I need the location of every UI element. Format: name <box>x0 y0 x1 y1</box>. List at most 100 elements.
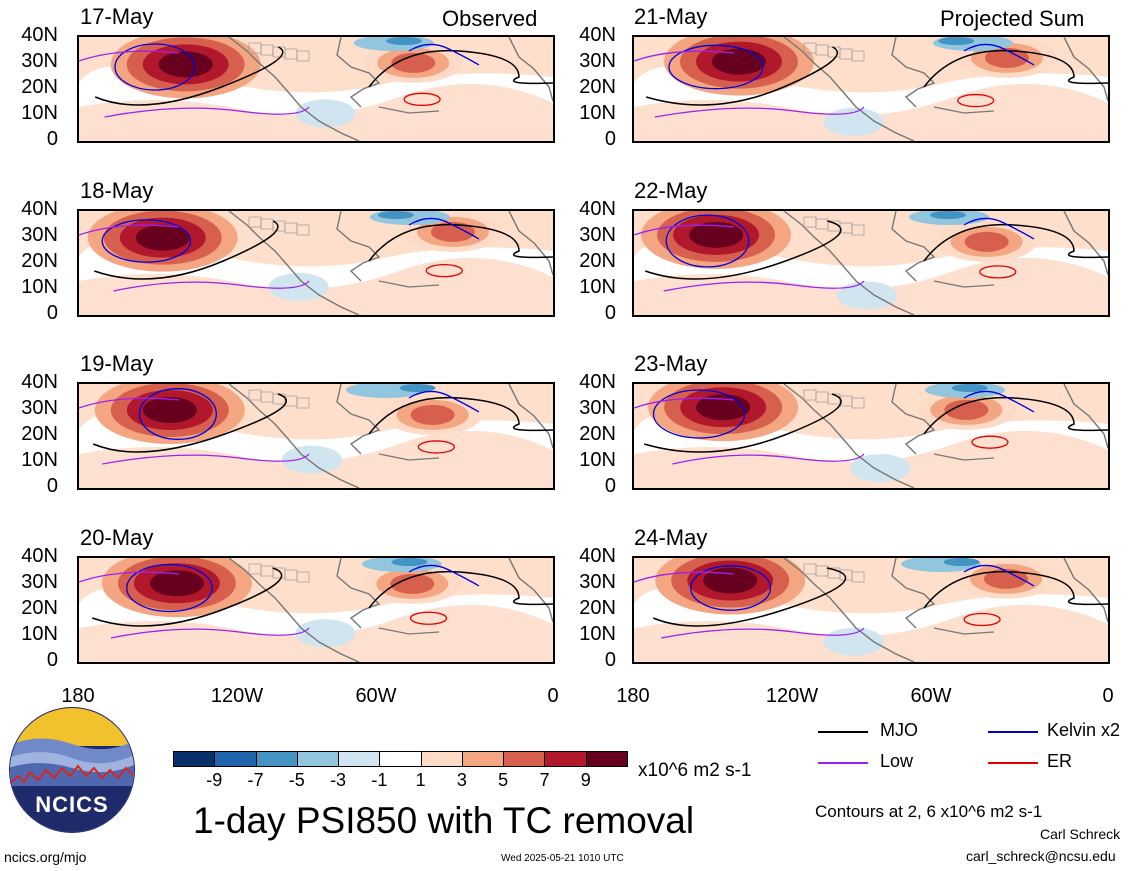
legend-line <box>818 762 868 764</box>
colorbar-label: -3 <box>330 770 347 790</box>
colorbar-swatch <box>503 751 546 767</box>
lat-label: 30N <box>579 50 616 72</box>
panel-tag: Observed <box>442 6 538 31</box>
lat-label: 30N <box>21 50 58 72</box>
map-plot <box>634 211 1108 315</box>
lat-label: 20N <box>579 597 616 619</box>
map-plot <box>79 558 553 662</box>
lat-label: 20N <box>21 250 58 272</box>
contours-note: Contours at 2, 6 x10^6 m2 s-1 <box>815 802 1043 821</box>
colorbar-swatch <box>420 751 463 767</box>
lat-label: 30N <box>579 397 616 419</box>
legend-label: Low <box>880 751 914 771</box>
logo-text: NCICS <box>35 792 109 817</box>
psi-map-20-May <box>77 556 555 664</box>
lat-label: 20N <box>579 76 616 98</box>
ncics-logo: NCICS <box>8 706 136 834</box>
logo-icon <box>9 707 135 833</box>
map-plot <box>634 558 1108 662</box>
lat-label: 40N <box>579 545 616 567</box>
lat-label: 0 <box>604 649 616 671</box>
lat-label: 10N <box>21 102 58 124</box>
lat-label: 20N <box>21 76 58 98</box>
psi-map-17-May <box>77 35 555 143</box>
lat-label: 0 <box>604 475 616 497</box>
colorbar-swatch <box>461 751 505 767</box>
lat-label: 20N <box>579 250 616 272</box>
colorbar-swatches <box>173 751 628 769</box>
colorbar-label: 7 <box>539 770 550 790</box>
colorbar-label: -1 <box>371 770 388 790</box>
psi-map-23-May <box>632 382 1110 490</box>
colorbar-label: -5 <box>288 770 305 790</box>
map-plot <box>634 384 1108 488</box>
timestamp: Wed 2025-05-21 1010 UTC <box>501 853 624 864</box>
colorbar-swatch <box>379 751 422 767</box>
lat-label: 0 <box>604 302 616 324</box>
map-plot <box>634 37 1108 141</box>
lat-label: 40N <box>579 24 616 46</box>
site-link[interactable]: ncics.org/mjo <box>4 849 87 865</box>
lon-label: 60W <box>910 685 952 707</box>
panel-tag: Projected Sum <box>940 6 1085 31</box>
lon-label: 180 <box>616 685 650 707</box>
colorbar-swatch <box>544 751 587 767</box>
colorbar-swatch <box>173 751 216 767</box>
map-plot <box>79 384 553 488</box>
lat-label: 0 <box>46 475 58 497</box>
colorbar-label: -7 <box>247 770 264 790</box>
lat-label: 10N <box>579 102 616 124</box>
panel-date: 23-May <box>634 351 708 376</box>
lon-label: 180 <box>61 685 95 707</box>
legend-label: Kelvin x2 <box>1047 720 1121 740</box>
lon-label: 0 <box>1102 685 1114 707</box>
map-plot <box>79 211 553 315</box>
lat-label: 30N <box>579 224 616 246</box>
lat-label: 10N <box>21 276 58 298</box>
colorbar-swatch <box>255 751 298 767</box>
lat-label: 10N <box>579 276 616 298</box>
panel-date: 24-May <box>634 525 708 550</box>
lat-label: 0 <box>604 128 616 150</box>
colorbar-label: 9 <box>580 770 591 790</box>
psi-map-19-May <box>77 382 555 490</box>
colorbar-label: 1 <box>415 770 426 790</box>
lat-label: 10N <box>579 449 616 471</box>
colorbar-swatch <box>338 751 381 767</box>
lat-label: 0 <box>46 128 58 150</box>
legend-label: ER <box>1047 751 1073 771</box>
panel-date: 22-May <box>634 178 708 203</box>
lat-label: 30N <box>21 397 58 419</box>
panel-date: 19-May <box>80 351 154 376</box>
map-plot <box>79 37 553 141</box>
lat-label: 10N <box>21 623 58 645</box>
colorbar-label: 3 <box>456 770 467 790</box>
lat-label: 40N <box>21 371 58 393</box>
lat-label: 40N <box>579 371 616 393</box>
panel-date: 18-May <box>80 178 154 203</box>
lat-label: 30N <box>21 571 58 593</box>
lat-label: 30N <box>21 224 58 246</box>
colorbar-label: 5 <box>498 770 509 790</box>
lon-label: 0 <box>547 685 559 707</box>
colorbar-units: x10^6 m2 s-1 <box>638 760 752 781</box>
legend-label: MJO <box>880 720 918 740</box>
lat-label: 0 <box>46 649 58 671</box>
legend-line <box>988 731 1038 733</box>
colorbar-swatch <box>296 751 340 767</box>
author-email: carl_schreck@ncsu.edu <box>966 848 1116 864</box>
lat-label: 0 <box>46 302 58 324</box>
legend-line <box>818 731 868 733</box>
lat-label: 20N <box>579 423 616 445</box>
lat-label: 20N <box>21 423 58 445</box>
lon-label: 60W <box>355 685 397 707</box>
lat-label: 40N <box>21 198 58 220</box>
psi-map-21-May <box>632 35 1110 143</box>
psi-map-22-May <box>632 209 1110 317</box>
colorbar-label: -9 <box>206 770 223 790</box>
colorbar-swatch <box>214 751 257 767</box>
figure-title: 1-day PSI850 with TC removal <box>193 800 695 841</box>
lat-label: 40N <box>21 24 58 46</box>
lat-label: 40N <box>21 545 58 567</box>
colorbar-swatch <box>585 751 628 767</box>
